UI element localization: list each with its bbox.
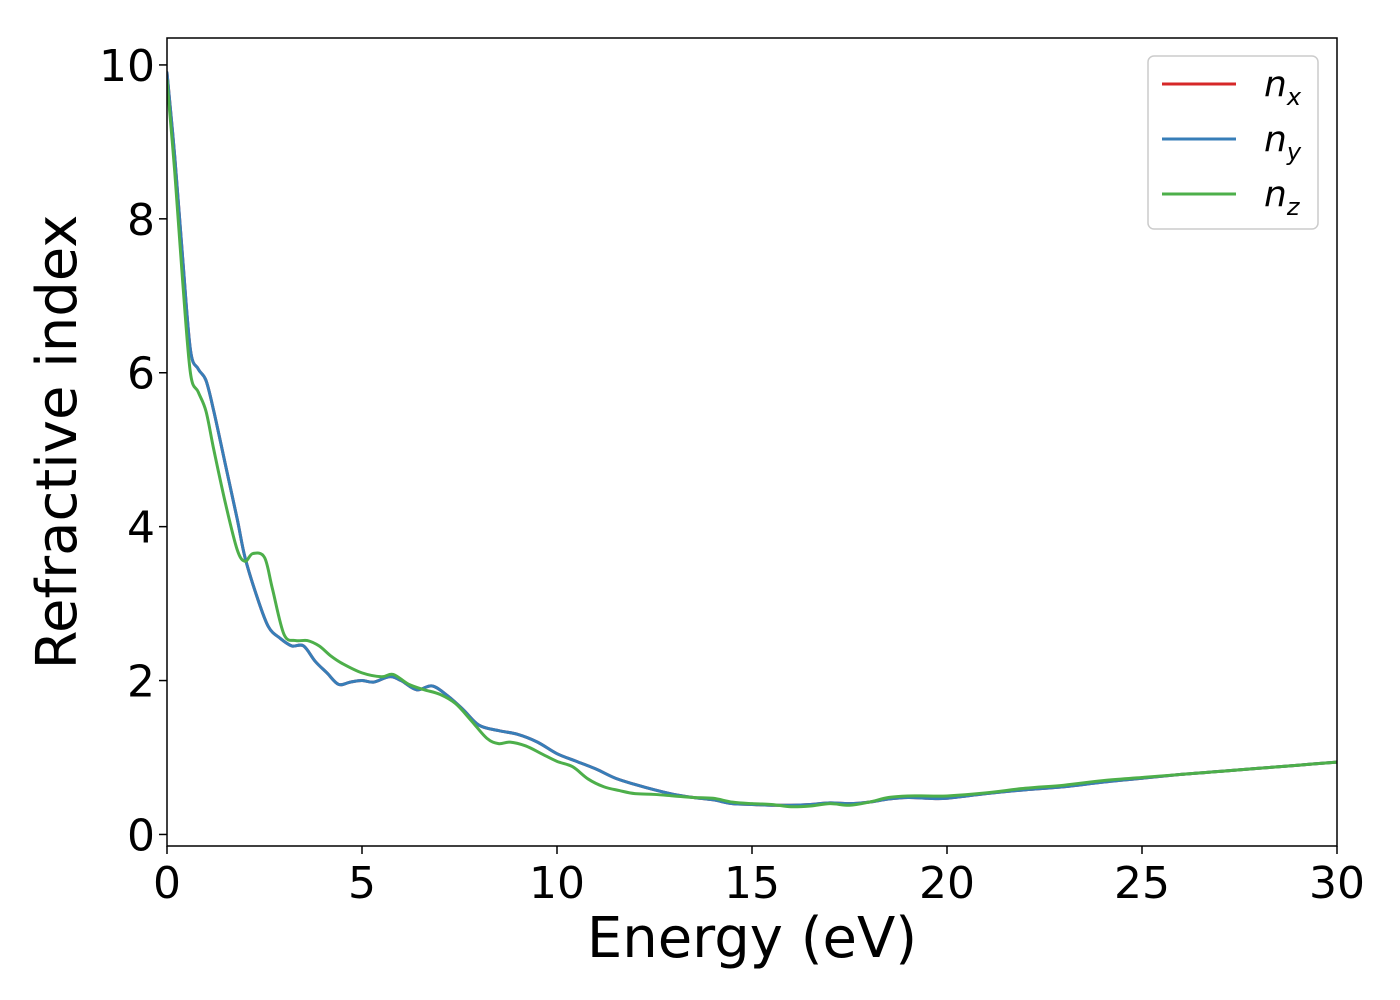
x-tick-label: 5	[348, 858, 376, 909]
x-tick-label: 30	[1309, 858, 1365, 909]
y-tick-label: 6	[127, 349, 155, 400]
y-tick-label: 4	[127, 503, 155, 554]
x-tick-label: 0	[153, 858, 181, 909]
x-tick-label: 10	[529, 858, 585, 909]
series-line-ny	[167, 71, 1337, 807]
series-layer	[167, 71, 1337, 809]
y-axis-ticks: 0 2 4 6 8 10	[99, 41, 167, 861]
y-tick-label: 10	[99, 41, 155, 92]
x-tick-label: 20	[919, 858, 975, 909]
y-tick-label: 2	[127, 657, 155, 708]
x-tick-label: 25	[1114, 858, 1170, 909]
x-axis-ticks: 0 5 10 15 20 25 30	[153, 846, 1365, 909]
series-line-nz	[167, 78, 1337, 809]
y-axis-title: Refractive index	[25, 215, 90, 670]
legend-box	[1147, 55, 1319, 230]
x-tick-label: 15	[724, 858, 780, 909]
x-axis-title: Energy (eV)	[587, 906, 917, 971]
y-tick-label: 8	[127, 195, 155, 246]
y-tick-label: 0	[127, 810, 155, 861]
